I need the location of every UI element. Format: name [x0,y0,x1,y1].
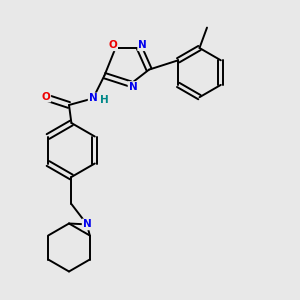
Text: N: N [88,93,98,103]
Text: O: O [41,92,50,102]
Text: N: N [138,40,147,50]
Text: N: N [128,82,137,92]
Text: H: H [100,95,109,105]
Text: N: N [82,219,91,230]
Text: O: O [108,40,117,50]
